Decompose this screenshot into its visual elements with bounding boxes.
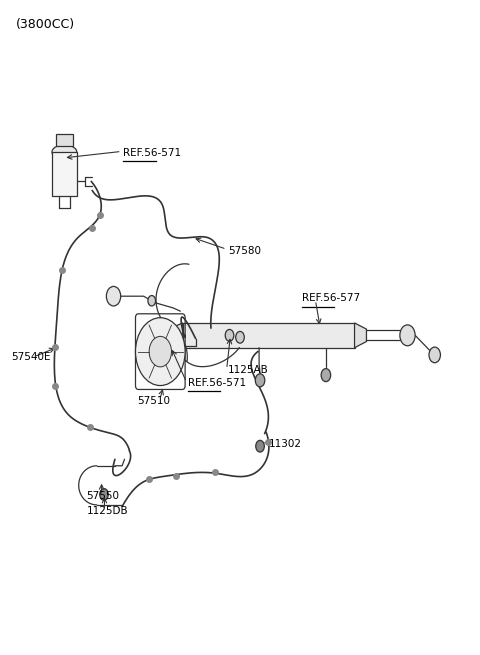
Bar xyxy=(56,134,73,145)
Circle shape xyxy=(255,374,265,387)
Text: 57580: 57580 xyxy=(228,246,261,255)
Circle shape xyxy=(149,337,171,367)
Circle shape xyxy=(100,489,108,500)
Text: 57510: 57510 xyxy=(137,396,170,405)
Circle shape xyxy=(256,440,264,452)
Bar xyxy=(183,323,355,348)
Polygon shape xyxy=(174,323,183,348)
Circle shape xyxy=(236,331,244,343)
Circle shape xyxy=(107,286,120,306)
Text: 57540E: 57540E xyxy=(11,352,50,362)
Circle shape xyxy=(148,295,156,306)
Circle shape xyxy=(321,369,331,382)
Text: 11302: 11302 xyxy=(269,439,301,449)
Circle shape xyxy=(135,318,185,386)
Text: REF.56-577: REF.56-577 xyxy=(302,293,360,303)
Circle shape xyxy=(429,347,441,363)
Text: (3800CC): (3800CC) xyxy=(16,18,75,31)
Text: 1125DB: 1125DB xyxy=(86,506,128,516)
Bar xyxy=(52,152,77,196)
Text: 57550: 57550 xyxy=(86,491,120,501)
Circle shape xyxy=(400,325,415,346)
Text: 1125AB: 1125AB xyxy=(228,365,269,375)
Ellipse shape xyxy=(52,145,77,159)
Polygon shape xyxy=(355,323,366,348)
Text: REF.56-571: REF.56-571 xyxy=(188,378,246,388)
Text: REF.56-571: REF.56-571 xyxy=(123,148,181,158)
Circle shape xyxy=(225,329,234,341)
